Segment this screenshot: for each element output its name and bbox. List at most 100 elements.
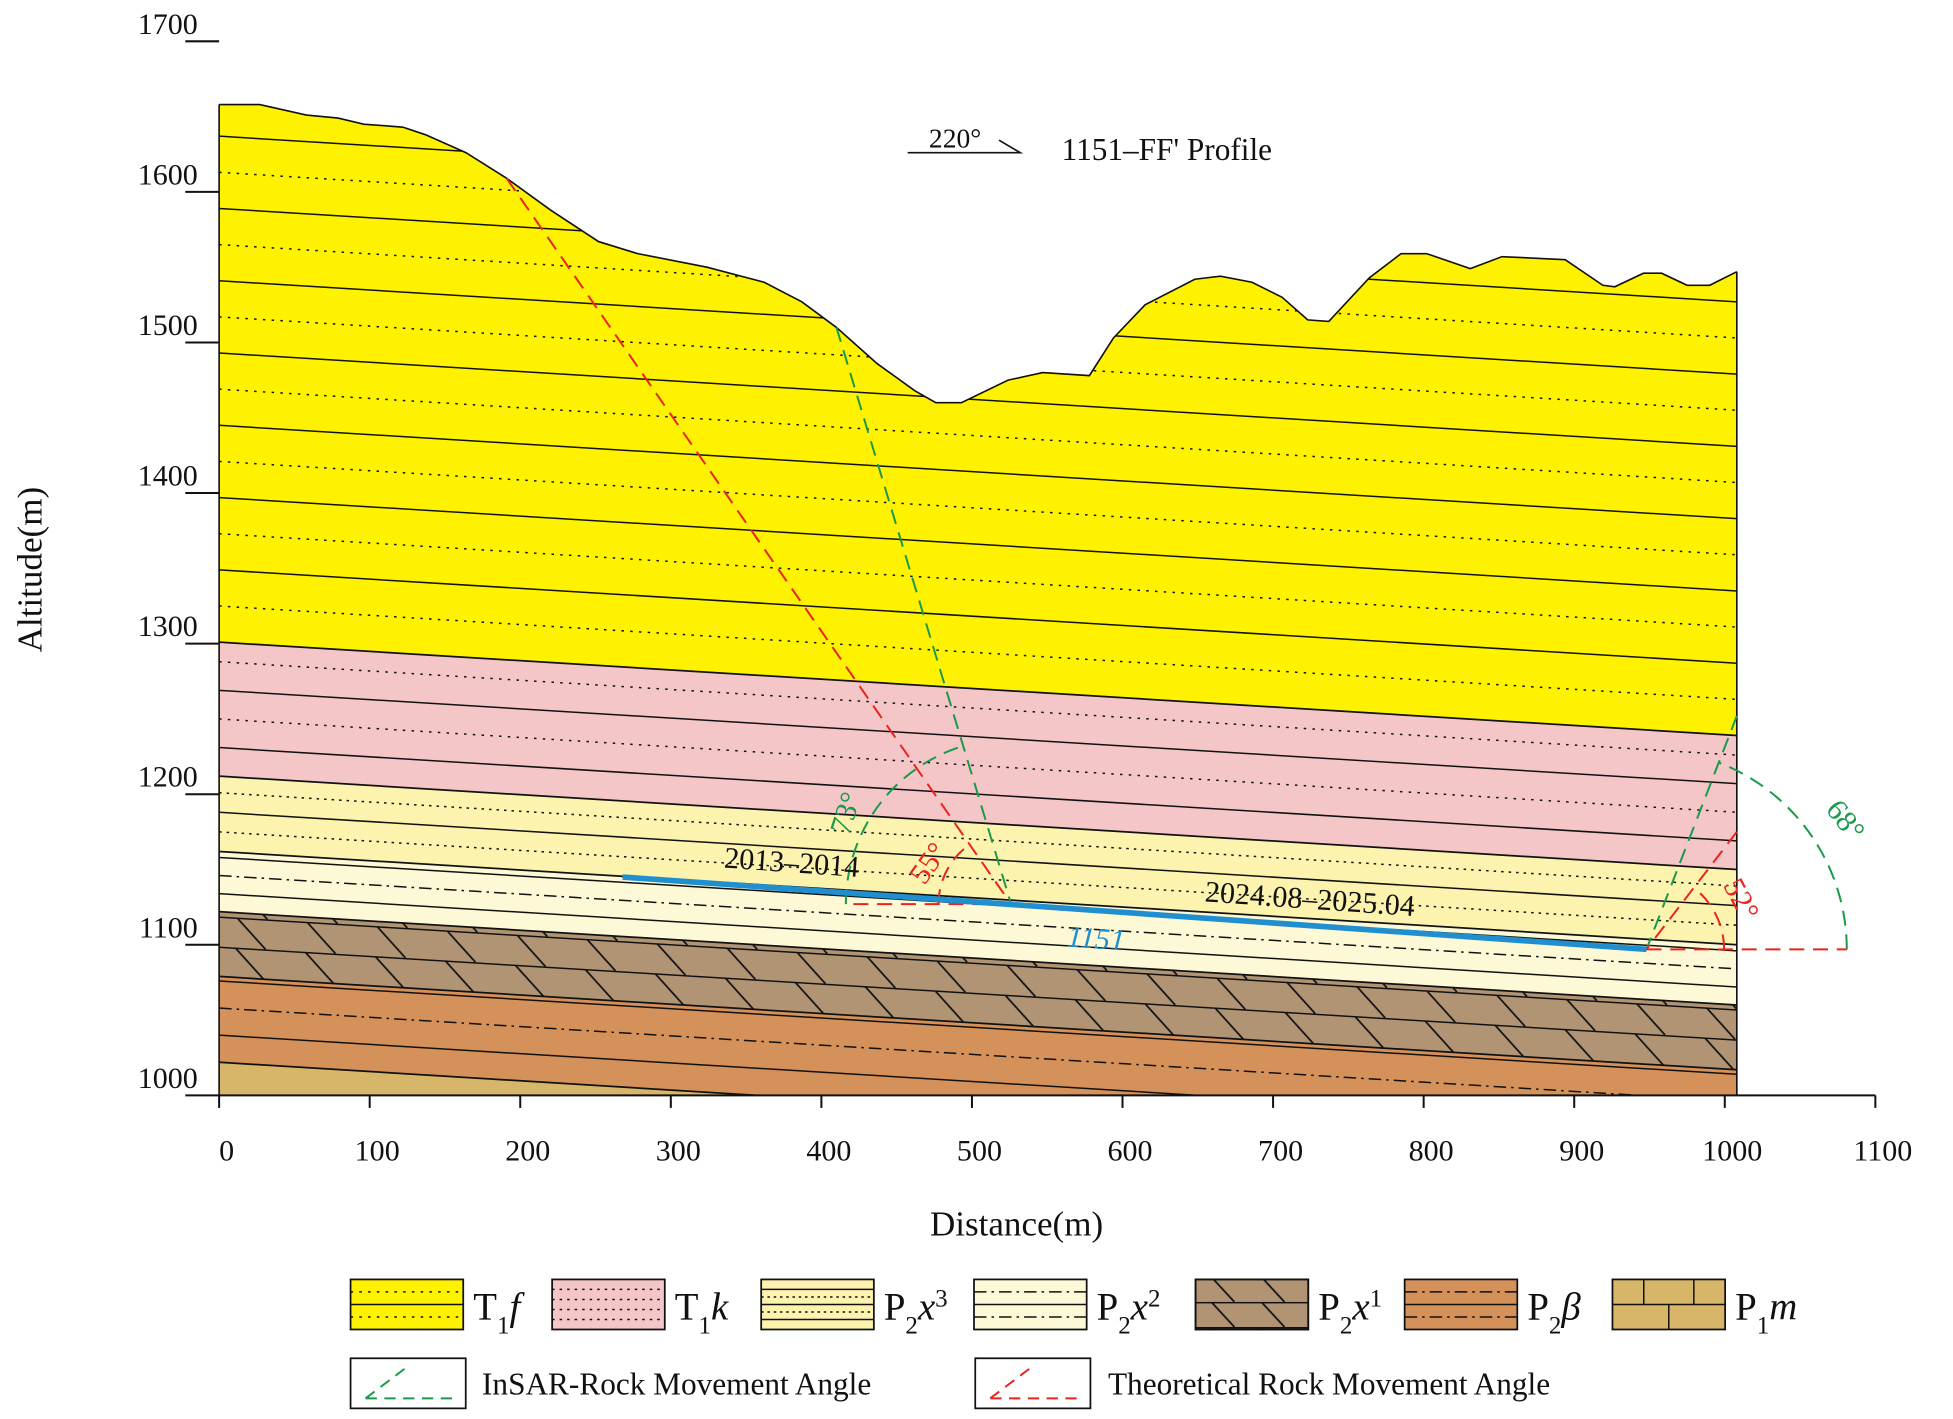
angle-line: [1645, 831, 1738, 950]
legend-label-part: x: [1351, 1285, 1369, 1328]
legend-label-part: T: [675, 1285, 699, 1328]
legend-line-label: Theoretical Rock Movement Angle: [1108, 1367, 1550, 1402]
x-tick-label: 1100: [1853, 1134, 1912, 1167]
layer-boundary: [219, 641, 1737, 737]
legend-label-part: P: [884, 1285, 906, 1328]
layer-boundary: [219, 775, 1737, 871]
x-tick-label: 700: [1258, 1134, 1303, 1167]
legend-swatch: [760, 1278, 875, 1331]
stratum-line: [219, 791, 1737, 887]
y-tick-label: 1500: [138, 309, 198, 342]
legend-label-part: β: [1560, 1285, 1581, 1328]
stratum: [219, 976, 1737, 1096]
y-axis-title: Altitude(m): [10, 487, 49, 652]
x-tick-label: 900: [1559, 1134, 1604, 1167]
legend-label-part: 2: [1118, 1312, 1131, 1339]
legend-label-part: 1: [699, 1312, 712, 1339]
stratum-line: [219, 352, 1737, 448]
legend-label-part: 1: [1757, 1312, 1770, 1339]
legend-swatch-hatch: [1194, 1278, 1310, 1331]
y-tick-label: 1300: [138, 610, 198, 643]
legend-label-part: k: [711, 1285, 729, 1328]
layer-boundary: [219, 975, 1737, 1071]
legend-label-part: P: [1735, 1285, 1757, 1328]
stratum-line: [219, 831, 1737, 926]
legend-swatch: [1194, 1278, 1310, 1331]
legend-label: P2β: [1527, 1285, 1581, 1338]
y-tick-label: 1400: [138, 460, 198, 493]
x-tick-label: 500: [957, 1134, 1002, 1167]
angle-line: [835, 327, 1013, 905]
y-tick-label: 1700: [138, 8, 198, 41]
legend-swatch: [349, 1278, 465, 1331]
stratum-line: [219, 811, 1737, 907]
legend-label-part: f: [509, 1285, 525, 1328]
legend-label-part: x: [1130, 1285, 1148, 1328]
legend-label-part: P: [1097, 1285, 1119, 1328]
legend-label: T1k: [675, 1285, 729, 1338]
stratum: [219, 642, 1737, 870]
layer-boundary: [219, 1061, 1737, 1096]
angle-arc: [844, 745, 964, 905]
stratum-line: [219, 496, 1737, 592]
y-tick-label: 1100: [139, 911, 198, 944]
legend-line-swatch: [364, 1366, 457, 1400]
legend-label-part: P: [1318, 1285, 1340, 1328]
legend-label: P1m: [1735, 1285, 1797, 1338]
angle-label: 68°: [1819, 794, 1871, 847]
stratum-line: [219, 689, 1737, 785]
stratum-line: [219, 1007, 1737, 1096]
legend-label-part: 2: [905, 1312, 918, 1339]
x-tick-label: 0: [219, 1134, 234, 1167]
x-tick-label: 600: [1108, 1134, 1153, 1167]
angle-arc: [1718, 761, 1848, 950]
direction-arrow: [907, 139, 1024, 154]
legend-label-part: 1: [497, 1312, 510, 1339]
legend-line-box: [349, 1357, 467, 1410]
layer-boundary: [219, 910, 1737, 1006]
legend-label: T1f: [473, 1285, 525, 1338]
legend-swatch: [1611, 1278, 1726, 1331]
legend-label-part: P: [1527, 1285, 1549, 1328]
angle-line: [505, 177, 1012, 905]
legend-label-part: 3: [935, 1285, 948, 1312]
stratum: [219, 776, 1737, 945]
legend-label-part: 2: [1148, 1285, 1161, 1312]
x-axis-title: Distance(m): [930, 1205, 1103, 1244]
y-tick-label: 1600: [138, 158, 198, 191]
x-tick-label: 400: [806, 1134, 851, 1167]
stratum-line: [219, 892, 1737, 988]
stratum-line: [219, 569, 1737, 664]
stratum-line: [219, 980, 1737, 1076]
angle-line: [1645, 715, 1738, 950]
x-tick-label: 100: [355, 1134, 400, 1167]
chart-title: 1151–FF' Profile: [1062, 132, 1272, 167]
section: [219, 104, 1737, 1096]
legend-line-label: InSAR-Rock Movement Angle: [482, 1367, 871, 1402]
stratum-line: [219, 874, 1737, 970]
stratum: [219, 851, 1737, 1006]
legend-swatch-fill: [551, 1278, 666, 1331]
angle-arc: [1693, 887, 1726, 950]
legend-label-part: m: [1769, 1285, 1797, 1328]
legend-label-part: 1: [1370, 1285, 1383, 1312]
legend-label-part: 2: [1340, 1312, 1353, 1339]
legend-label-part: T: [473, 1285, 497, 1328]
legend-swatch: [973, 1278, 1088, 1331]
stratum-line: [219, 1034, 1737, 1096]
x-tick-label: 200: [505, 1134, 550, 1167]
legend-swatch: [551, 1278, 666, 1331]
legend-label-part: 2: [1549, 1312, 1562, 1339]
stratum-line: [219, 424, 1737, 520]
x-tick-label: 800: [1409, 1134, 1454, 1167]
legend-label: P2x1: [1318, 1285, 1382, 1339]
legend-line-swatch: [989, 1366, 1082, 1400]
coal-face: [622, 874, 1647, 953]
layer-boundary: [219, 850, 1737, 946]
y-tick-label: 1000: [138, 1062, 198, 1095]
surface-profile: [219, 103, 1738, 404]
legend-swatch: [1403, 1278, 1519, 1331]
legend-label: P2x2: [1097, 1285, 1161, 1339]
legend-label-part: x: [917, 1285, 935, 1328]
x-tick-label: 1000: [1702, 1134, 1762, 1167]
